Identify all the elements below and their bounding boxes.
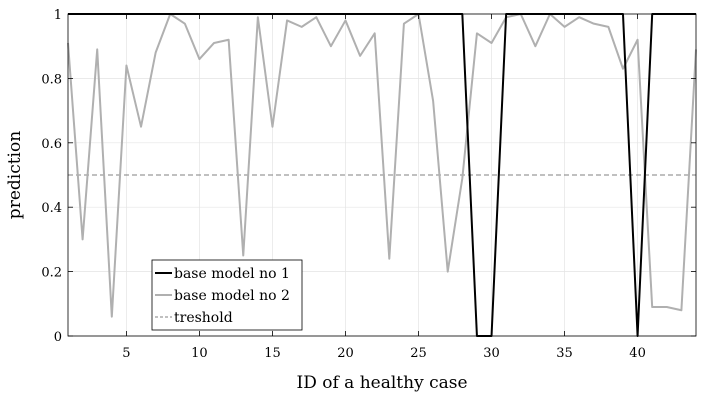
legend-label: base model no 1	[174, 266, 290, 282]
legend-label: base model no 2	[174, 288, 290, 304]
y-tick-label: 1	[54, 8, 62, 23]
x-tick-label: 15	[264, 346, 281, 361]
x-tick-label: 20	[337, 346, 354, 361]
x-tick-label: 35	[556, 346, 573, 361]
tick-layer: 5 10 15 20 25 30 35 40 0 0.2 0.4 0.6 0.8 1	[41, 8, 696, 361]
legend: base model no 1 base model no 2 treshold	[151, 259, 303, 331]
series-line-base-model-no-2	[67, 13, 697, 318]
y-tick-label: 0.4	[41, 201, 62, 216]
legend-box	[151, 259, 303, 331]
y-tick-label: 0.6	[41, 137, 62, 152]
x-tick-label: 40	[629, 346, 646, 361]
plot-frame	[67, 13, 697, 337]
y-tick-label: 0.2	[41, 266, 62, 281]
x-tick-label: 10	[191, 346, 208, 361]
x-tick-label: 25	[410, 346, 427, 361]
y-axis-title: prediction	[5, 131, 25, 219]
legend-label: treshold	[174, 310, 233, 326]
x-tick-label: 30	[483, 346, 500, 361]
y-tick-label: 0.8	[41, 72, 62, 87]
x-axis-title: ID of a healthy case	[296, 373, 467, 393]
x-tick-label: 5	[122, 346, 130, 361]
y-tick-label: 0	[54, 330, 62, 345]
